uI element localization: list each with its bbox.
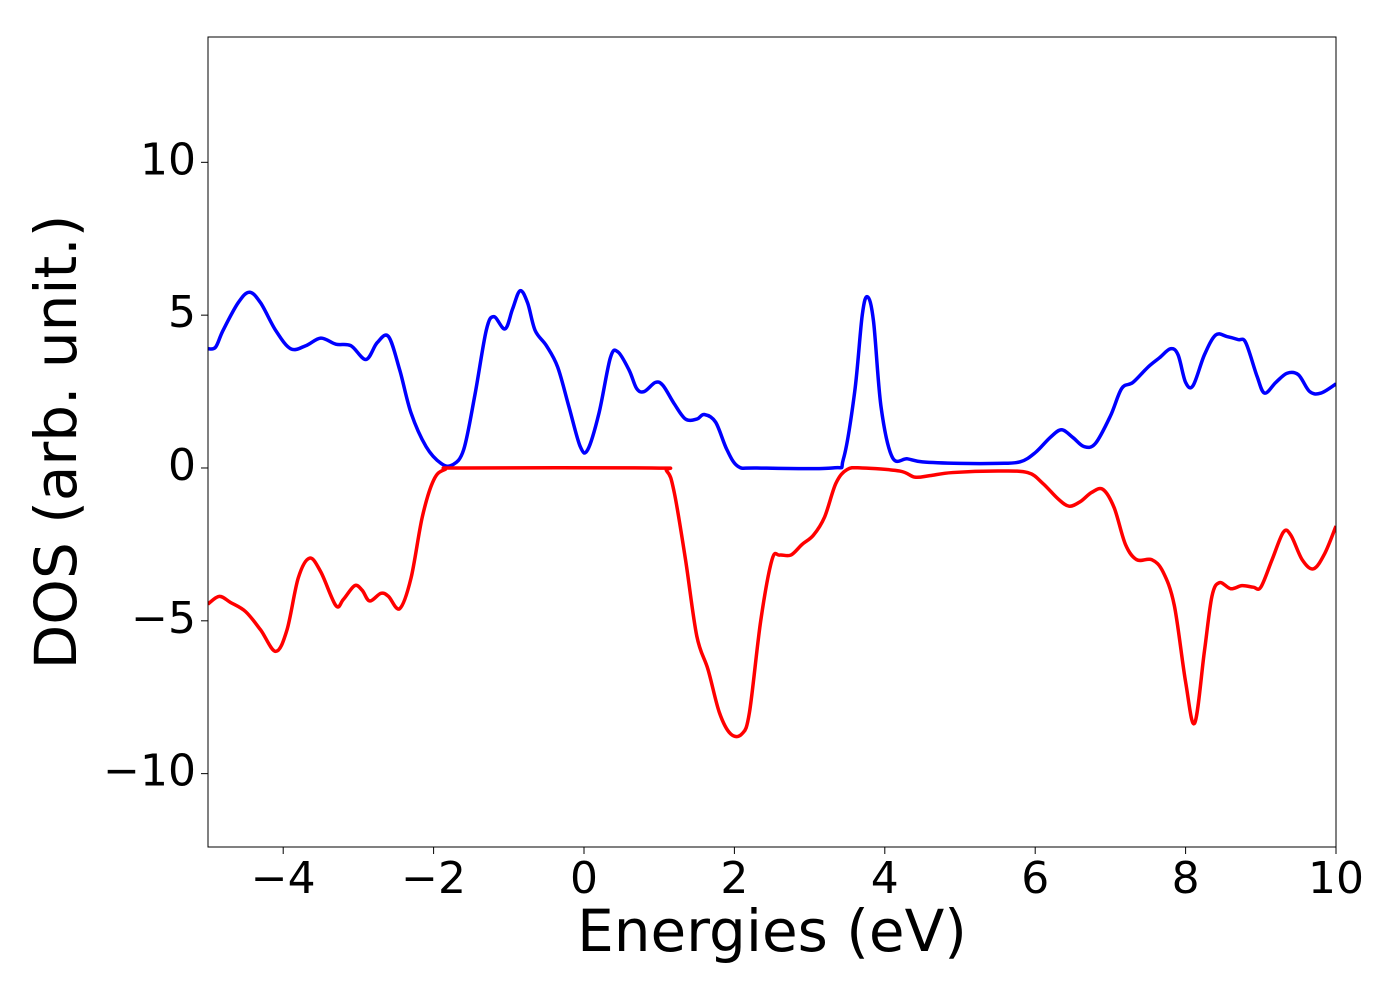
y-tick-label: 5: [168, 287, 196, 338]
y-tick-label: −10: [103, 746, 196, 797]
x-axis-label: Energies (eV): [577, 897, 967, 965]
x-tick-label: 6: [1021, 853, 1049, 904]
x-tick-label: −2: [401, 853, 466, 904]
plot-frame: [207, 36, 1337, 848]
y-axis-label: DOS (arb. unit.): [22, 215, 90, 670]
x-tick-label: 8: [1172, 853, 1200, 904]
x-tick-label: 10: [1308, 853, 1364, 904]
x-tick-label: 2: [720, 853, 748, 904]
x-tick-label: 4: [871, 853, 899, 904]
x-tick-label: −4: [251, 853, 316, 904]
y-tick-label: −5: [131, 593, 196, 644]
dos-line: [208, 288, 1336, 471]
dos-line: [208, 465, 1336, 739]
y-tick-label: 10: [140, 134, 196, 185]
x-tick-label: 0: [570, 853, 598, 904]
y-tick-label: 0: [168, 440, 196, 491]
